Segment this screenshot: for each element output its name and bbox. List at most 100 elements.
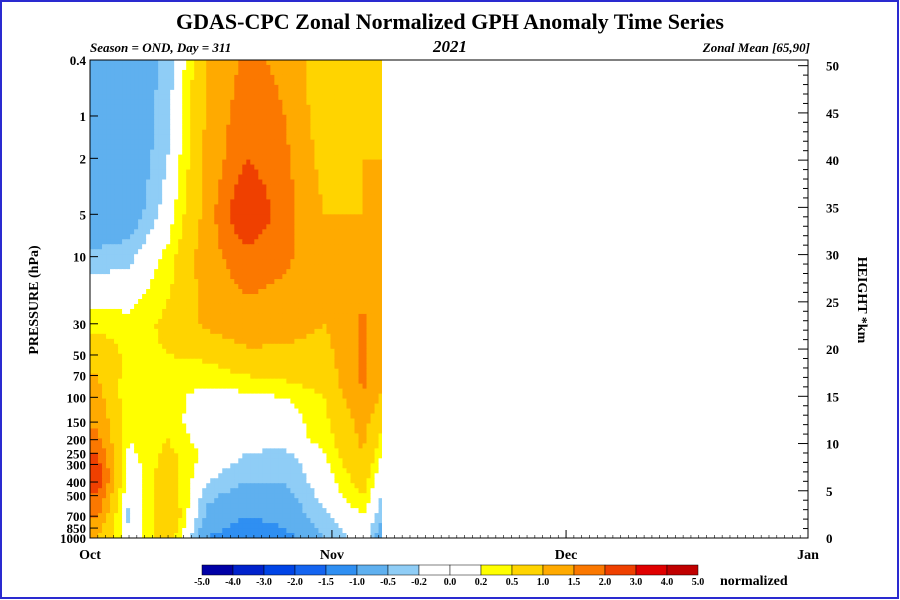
heatmap-cell xyxy=(110,303,115,310)
heatmap-cell xyxy=(182,79,187,86)
heatmap-cell xyxy=(138,313,143,320)
heatmap-cell xyxy=(238,94,243,101)
heatmap-cell xyxy=(274,343,279,350)
heatmap-cell xyxy=(118,299,123,305)
heatmap-cell xyxy=(334,164,340,171)
heatmap-cell xyxy=(186,328,191,335)
heatmap-cell xyxy=(310,184,316,191)
heatmap-cell xyxy=(102,343,107,350)
heatmap-cell xyxy=(246,69,251,76)
heatmap-cell xyxy=(206,318,211,325)
heatmap-cell xyxy=(162,308,167,315)
heatmap-cell xyxy=(362,343,368,350)
heatmap-cell xyxy=(222,284,227,290)
heatmap-cell xyxy=(186,279,191,285)
heatmap-cell xyxy=(122,284,127,290)
heatmap-cell xyxy=(186,184,191,191)
heatmap-cell xyxy=(318,84,324,91)
heatmap-cell xyxy=(242,229,247,235)
heatmap-cell xyxy=(194,343,199,350)
heatmap-cell xyxy=(190,99,195,106)
heatmap-cell xyxy=(250,99,255,106)
heatmap-cell xyxy=(122,224,127,230)
heatmap-cell xyxy=(326,279,332,285)
heatmap-cell xyxy=(298,219,304,225)
heatmap-cell xyxy=(362,239,368,245)
heatmap-cell xyxy=(222,224,227,230)
heatmap-cell xyxy=(182,109,187,116)
heatmap-cell xyxy=(170,363,175,370)
heatmap-cell xyxy=(354,368,360,375)
heatmap-cell xyxy=(326,224,332,230)
heatmap-cell xyxy=(110,214,115,220)
heatmap-cell xyxy=(142,249,147,255)
heatmap-cell xyxy=(383,369,388,375)
heatmap-cell xyxy=(142,299,147,305)
heatmap-cell xyxy=(314,363,320,370)
heatmap-cell xyxy=(266,313,271,320)
heatmap-cell xyxy=(338,179,344,186)
heatmap-cell xyxy=(254,343,259,350)
heatmap-cell xyxy=(262,74,267,81)
heatmap-cell xyxy=(258,114,263,121)
heatmap-cell xyxy=(230,239,235,245)
heatmap-cell xyxy=(383,229,388,235)
heatmap-cell xyxy=(206,383,211,390)
heatmap-cell xyxy=(262,363,267,370)
heatmap-cell xyxy=(198,99,203,106)
heatmap-cell xyxy=(138,89,143,96)
heatmap-cell xyxy=(294,189,299,196)
heatmap-cell xyxy=(206,303,211,310)
heatmap-cell xyxy=(262,348,267,355)
heatmap-cell xyxy=(378,229,382,235)
heatmap-cell xyxy=(378,328,382,335)
heatmap-cell xyxy=(194,214,199,220)
heatmap-cell xyxy=(302,89,308,96)
heatmap-cell xyxy=(134,60,139,66)
heatmap-cell xyxy=(302,388,308,395)
heatmap-cell xyxy=(302,214,308,220)
heatmap-cell xyxy=(326,209,332,215)
heatmap-cell xyxy=(326,254,332,260)
heatmap-cell xyxy=(278,204,283,210)
heatmap-cell xyxy=(190,154,195,161)
heatmap-cell xyxy=(142,104,147,111)
heatmap-cell xyxy=(370,139,376,146)
heatmap-cell xyxy=(202,224,207,230)
heatmap-cell xyxy=(294,89,299,96)
heatmap-cell xyxy=(118,318,123,325)
heatmap-cell xyxy=(266,244,271,250)
heatmap-cell xyxy=(218,154,223,161)
heatmap-cell xyxy=(142,348,147,355)
heatmap-cell xyxy=(258,353,263,360)
heatmap-cell xyxy=(282,234,287,240)
heatmap-cell xyxy=(346,383,352,390)
heatmap-cell xyxy=(338,89,344,96)
heatmap-cell xyxy=(178,323,183,330)
heatmap-cell xyxy=(170,239,175,245)
heatmap-cell xyxy=(142,323,147,330)
heatmap-cell xyxy=(266,363,271,370)
heatmap-cell xyxy=(266,318,271,325)
heatmap-cell xyxy=(326,119,332,126)
heatmap-cell xyxy=(218,149,223,156)
heatmap-cell xyxy=(150,139,155,146)
heatmap-cell xyxy=(374,333,380,340)
heatmap-cell xyxy=(154,299,159,305)
heatmap-cell xyxy=(94,119,99,126)
heatmap-cell xyxy=(166,89,171,96)
heatmap-cell xyxy=(270,134,275,141)
heatmap-cell xyxy=(358,154,364,161)
heatmap-cell xyxy=(174,139,179,146)
heatmap-cell xyxy=(234,154,239,161)
heatmap-cell xyxy=(310,104,316,111)
heatmap-cell xyxy=(374,64,380,71)
heatmap-cell xyxy=(286,254,291,260)
heatmap-cell xyxy=(122,144,127,151)
heatmap-cell xyxy=(290,204,295,210)
heatmap-cell xyxy=(162,199,167,205)
heatmap-cell xyxy=(234,224,239,230)
heatmap-cell xyxy=(383,289,388,295)
heatmap-cell xyxy=(182,323,187,330)
heatmap-cell xyxy=(350,269,356,275)
